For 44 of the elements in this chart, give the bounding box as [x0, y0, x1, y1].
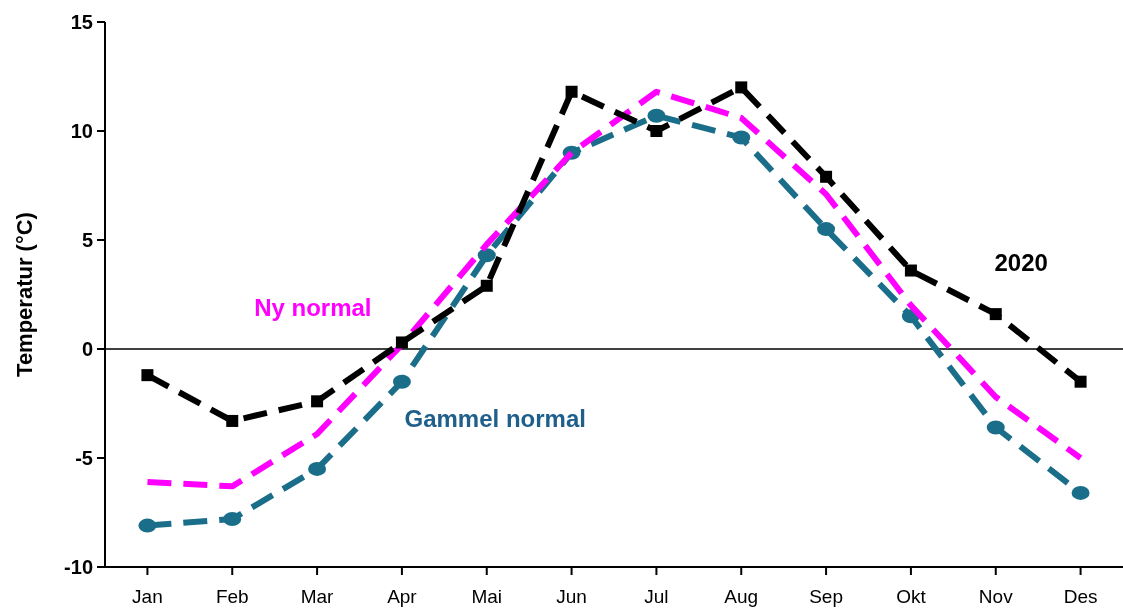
y-tick-label: 10 — [70, 120, 93, 142]
x-tick-label: Jul — [644, 586, 669, 607]
point — [477, 248, 496, 263]
point — [311, 395, 324, 408]
x-tick-label: Mai — [471, 586, 503, 607]
point — [308, 461, 327, 476]
y-tick-label: -5 — [75, 447, 93, 469]
point — [392, 374, 411, 389]
point — [480, 279, 493, 292]
point — [138, 518, 157, 533]
point — [647, 108, 666, 123]
x-tick-label: Mar — [300, 586, 335, 607]
point — [904, 264, 917, 277]
x-tick-label: Okt — [896, 586, 927, 607]
x-tick-label: Aug — [724, 586, 759, 607]
x-tick-label: Feb — [215, 586, 249, 607]
series-label: 2020 — [994, 248, 1048, 276]
point — [223, 512, 242, 527]
point — [1071, 485, 1090, 500]
point — [989, 308, 1002, 321]
series-label: Ny normal — [254, 294, 372, 322]
y-tick-label: 5 — [81, 229, 93, 251]
point — [817, 222, 836, 237]
y-tick-label: 0 — [81, 338, 93, 360]
y-tick-label: -10 — [64, 556, 93, 578]
point — [732, 130, 751, 145]
point — [395, 336, 408, 349]
point — [1074, 375, 1087, 388]
point — [141, 369, 154, 382]
point — [650, 125, 663, 137]
x-tick-label: Jun — [556, 586, 587, 607]
x-tick-label: Nov — [978, 586, 1014, 607]
point — [226, 414, 239, 427]
point — [735, 81, 748, 94]
x-tick-label: Jan — [132, 586, 163, 607]
y-tick-label: 15 — [70, 11, 93, 33]
y-axis-title: Temperatur (°C) — [12, 212, 37, 377]
point — [820, 170, 833, 183]
point — [986, 420, 1005, 435]
x-tick-label: Sep — [809, 586, 843, 607]
series-label: Gammel normal — [404, 405, 586, 433]
x-tick-label: Des — [1063, 586, 1098, 607]
x-tick-label: Apr — [387, 586, 418, 607]
point — [565, 85, 578, 98]
